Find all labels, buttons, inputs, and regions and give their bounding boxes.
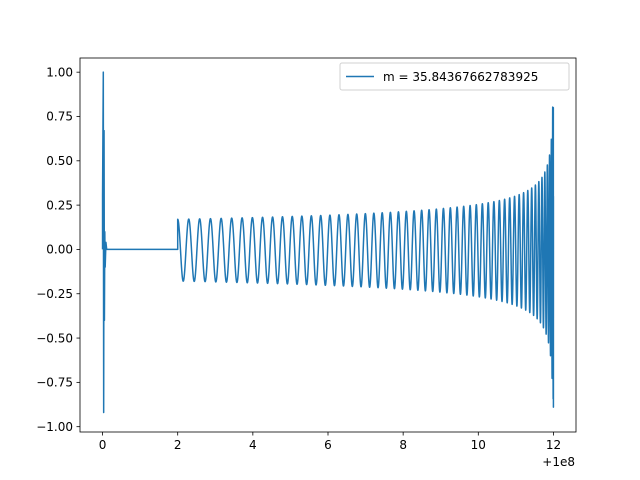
y-tick-label: −1.00 [36,420,73,434]
y-tick-label: −0.50 [36,331,73,345]
series-line [101,71,555,414]
x-tick-label: 6 [324,438,332,452]
x-offset-label: +1e8 [542,455,575,469]
series-layer [101,71,555,414]
y-tick-label: 0.50 [46,154,73,168]
x-tick-label: 0 [99,438,107,452]
y-tick-label: −0.25 [36,287,73,301]
x-tick-label: 12 [546,438,561,452]
legend-frame [339,62,570,91]
x-tick-label: 10 [471,438,486,452]
y-tick-label: 0.75 [46,110,73,124]
x-tick-label: 8 [399,438,407,452]
y-tick-label: 0.25 [46,198,73,212]
x-tick-label: 2 [174,438,182,452]
x-tick-label: 4 [249,438,257,452]
y-tick-label: −0.75 [36,376,73,390]
legend-label: m = 35.84367662783925 [383,70,538,84]
y-tick-label: 0.00 [46,243,73,257]
axes-layer: 0 2 4 6 8 10 12 1.00 0.75 0.50 0.25 0.00 −0.25 −0.50 −… [36,57,577,452]
y-tick-label: 1.00 [46,65,73,79]
legend: m = 35.84367662783925 [339,62,570,91]
